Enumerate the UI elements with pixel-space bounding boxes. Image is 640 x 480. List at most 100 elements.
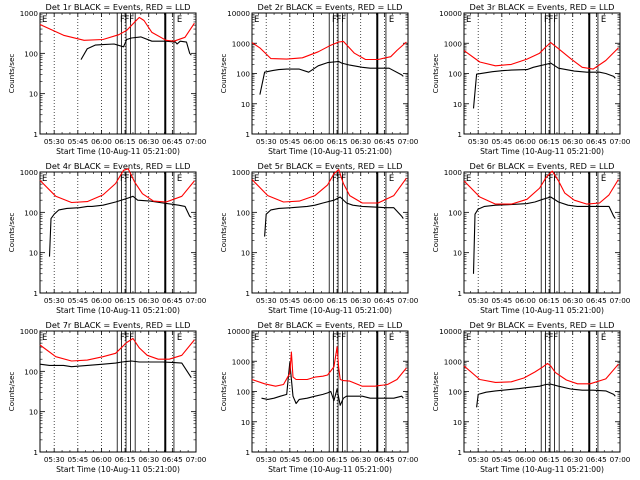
events-series-line [261, 362, 404, 406]
flag-label: E [389, 15, 394, 25]
y-tick-label: 10 [453, 100, 463, 109]
panel-det-4r: Det 4r BLACK = Events, RED = LLD 1 10 100 10… [7, 161, 207, 315]
y-tick-label: 100 [448, 388, 462, 397]
x-axis-label: Start Time (10-Aug-11 05:21:00) [56, 306, 180, 315]
flag-label: F [337, 15, 342, 25]
y-tick-label: 100 [448, 70, 462, 79]
x-tick-label: 05:45 [279, 296, 300, 305]
x-tick-label: 06:00 [303, 296, 324, 305]
x-tick-label: 06:15 [115, 137, 136, 146]
x-tick-label: 05:45 [279, 455, 300, 464]
flag-label: F [332, 174, 337, 184]
x-tick-label: 05:45 [67, 137, 88, 146]
flag-label: F [129, 15, 134, 25]
x-tick-label: 05:30 [256, 137, 277, 146]
y-tick-label: 1000 [444, 39, 463, 48]
x-tick-label: 07:00 [610, 296, 631, 305]
x-tick-label: 06:30 [350, 296, 371, 305]
flag-label: F [341, 333, 346, 343]
events-series-line [80, 36, 192, 60]
x-tick-label: 06:45 [586, 296, 607, 305]
panel-title: Det 7r BLACK = Events, RED = LLD [46, 320, 191, 330]
y-tick-label: 1000 [232, 357, 251, 366]
flag-label: F [341, 174, 346, 184]
y-tick-label: 1 [33, 130, 38, 139]
x-tick-label: 06:00 [91, 296, 112, 305]
flag-label: E [466, 15, 471, 25]
x-tick-label: 05:45 [67, 455, 88, 464]
flag-label: E [177, 15, 182, 25]
y-tick-label: 1 [457, 130, 462, 139]
x-tick-label: 06:30 [350, 137, 371, 146]
panel-title: Det 9r BLACK = Events, RED = LLD [470, 320, 615, 330]
y-tick-label: 10 [453, 249, 463, 258]
events-series-line [472, 62, 616, 109]
x-tick-label: 07:00 [610, 455, 631, 464]
x-tick-label: 06:15 [327, 137, 348, 146]
flag-label: F [553, 15, 558, 25]
panel-title: Det 4r BLACK = Events, RED = LLD [46, 161, 191, 171]
x-tick-label: 07:00 [610, 137, 631, 146]
flag-label: E [466, 174, 471, 184]
flag-label: F [544, 15, 549, 25]
flag-label: F [337, 333, 342, 343]
y-tick-label: 1 [245, 289, 250, 298]
y-tick-label: 1 [33, 448, 38, 457]
plot-frame [39, 330, 197, 453]
x-axis-label: Start Time (10-Aug-11 05:21:00) [480, 147, 604, 156]
y-tick-label: 10000 [227, 9, 250, 18]
y-tick-label: 100 [448, 208, 462, 217]
x-tick-label: 06:00 [91, 137, 112, 146]
x-tick-label: 07:00 [186, 455, 207, 464]
y-tick-label: 10 [29, 90, 39, 99]
x-tick-label: 05:45 [491, 296, 512, 305]
flag-label: E [42, 15, 47, 25]
panel-det-5r: Det 5r BLACK = Events, RED = LLD 1 10 100 10… [219, 161, 419, 315]
x-tick-label: 06:30 [138, 137, 159, 146]
flag-label: F [125, 174, 130, 184]
x-tick-label: 06:00 [303, 455, 324, 464]
plot-frame [463, 171, 621, 294]
x-tick-label: 06:45 [162, 455, 183, 464]
y-tick-label: 100 [236, 70, 250, 79]
x-tick-label: 06:00 [91, 455, 112, 464]
y-axis-label: Counts/sec [7, 372, 16, 412]
y-tick-label: 1000 [444, 168, 463, 177]
panel-det-9r: Det 9r BLACK = Events, RED = LLD 1 10 100 10… [431, 320, 631, 474]
x-tick-label: 06:30 [350, 455, 371, 464]
flag-label: F [549, 174, 554, 184]
x-tick-label: 05:45 [491, 455, 512, 464]
panel-det-8r: Det 8r BLACK = Events, RED = LLD 1 10 100 10… [219, 320, 419, 474]
x-tick-label: 06:45 [162, 296, 183, 305]
events-series-line [264, 196, 404, 237]
y-tick-label: 1000 [444, 357, 463, 366]
y-tick-label: 1000 [20, 9, 39, 18]
flag-label: E [42, 174, 47, 184]
y-tick-label: 10000 [227, 327, 250, 336]
flag-label: F [120, 333, 125, 343]
flag-label: E [177, 333, 182, 343]
flag-label: F [549, 333, 554, 343]
x-axis-label: Start Time (10-Aug-11 05:21:00) [56, 147, 180, 156]
flag-label: F [120, 174, 125, 184]
x-tick-label: 06:30 [138, 455, 159, 464]
y-tick-label: 10 [241, 418, 251, 427]
panel-det-2r: Det 2r BLACK = Events, RED = LLD 1 10 100 10… [219, 2, 419, 156]
flag-label: E [254, 174, 259, 184]
flag-label: E [254, 333, 259, 343]
flag-label: F [129, 333, 134, 343]
lld-series-line [39, 337, 195, 362]
x-tick-label: 05:45 [67, 296, 88, 305]
x-tick-label: 06:45 [586, 137, 607, 146]
y-axis-label: Counts/sec [7, 213, 16, 253]
flag-label: E [601, 333, 606, 343]
x-tick-label: 05:30 [256, 455, 277, 464]
lld-series-line [251, 346, 407, 387]
y-tick-label: 100 [24, 367, 38, 376]
x-axis-label: Start Time (10-Aug-11 05:21:00) [268, 465, 392, 474]
y-tick-label: 1000 [232, 168, 251, 177]
y-tick-label: 100 [24, 49, 38, 58]
flag-label: F [337, 174, 342, 184]
flag-label: F [120, 15, 125, 25]
lld-series-line [463, 42, 619, 70]
